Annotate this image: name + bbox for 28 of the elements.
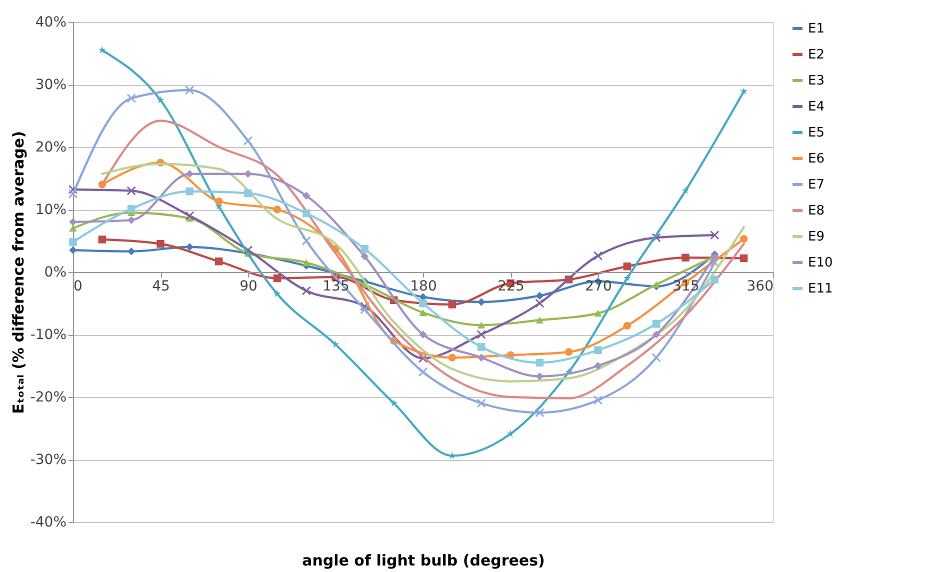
y-tick-label: 40% xyxy=(35,14,66,30)
legend-label: E2 xyxy=(808,48,824,62)
y-tick-label: -30% xyxy=(30,452,66,468)
y-tick-label: 30% xyxy=(35,77,66,93)
y-tick-label: -20% xyxy=(30,390,66,406)
x-tick-label: 90 xyxy=(240,278,258,294)
y-axis-title: Eₜₒₜₐₗ (% difference from average) xyxy=(9,131,28,414)
x-tick-label: 180 xyxy=(410,278,437,294)
y-tick-label: 20% xyxy=(35,140,66,156)
y-tick-label: -10% xyxy=(30,327,66,343)
legend-label: E10 xyxy=(808,256,833,270)
legend-label: E9 xyxy=(808,230,824,244)
legend-label: E1 xyxy=(808,22,824,36)
legend-label: E11 xyxy=(808,282,833,296)
x-tick-label: 270 xyxy=(585,278,612,294)
x-tick-label: 360 xyxy=(746,278,774,294)
legend-label: E6 xyxy=(808,152,824,166)
y-tick-label: 0% xyxy=(44,264,66,280)
legend-label: E5 xyxy=(808,126,824,140)
x-tick-label: 45 xyxy=(152,278,170,294)
x-tick-label: 0 xyxy=(74,278,82,294)
legend-label: E7 xyxy=(808,178,824,192)
x-axis-title: angle of light bulb (degrees) xyxy=(302,552,545,570)
legend-label: E8 xyxy=(808,204,824,218)
y-tick-label: -40% xyxy=(30,514,66,530)
y-tick-label: 10% xyxy=(35,202,66,218)
legend-label: E4 xyxy=(808,100,824,114)
legend-label: E3 xyxy=(808,74,824,88)
